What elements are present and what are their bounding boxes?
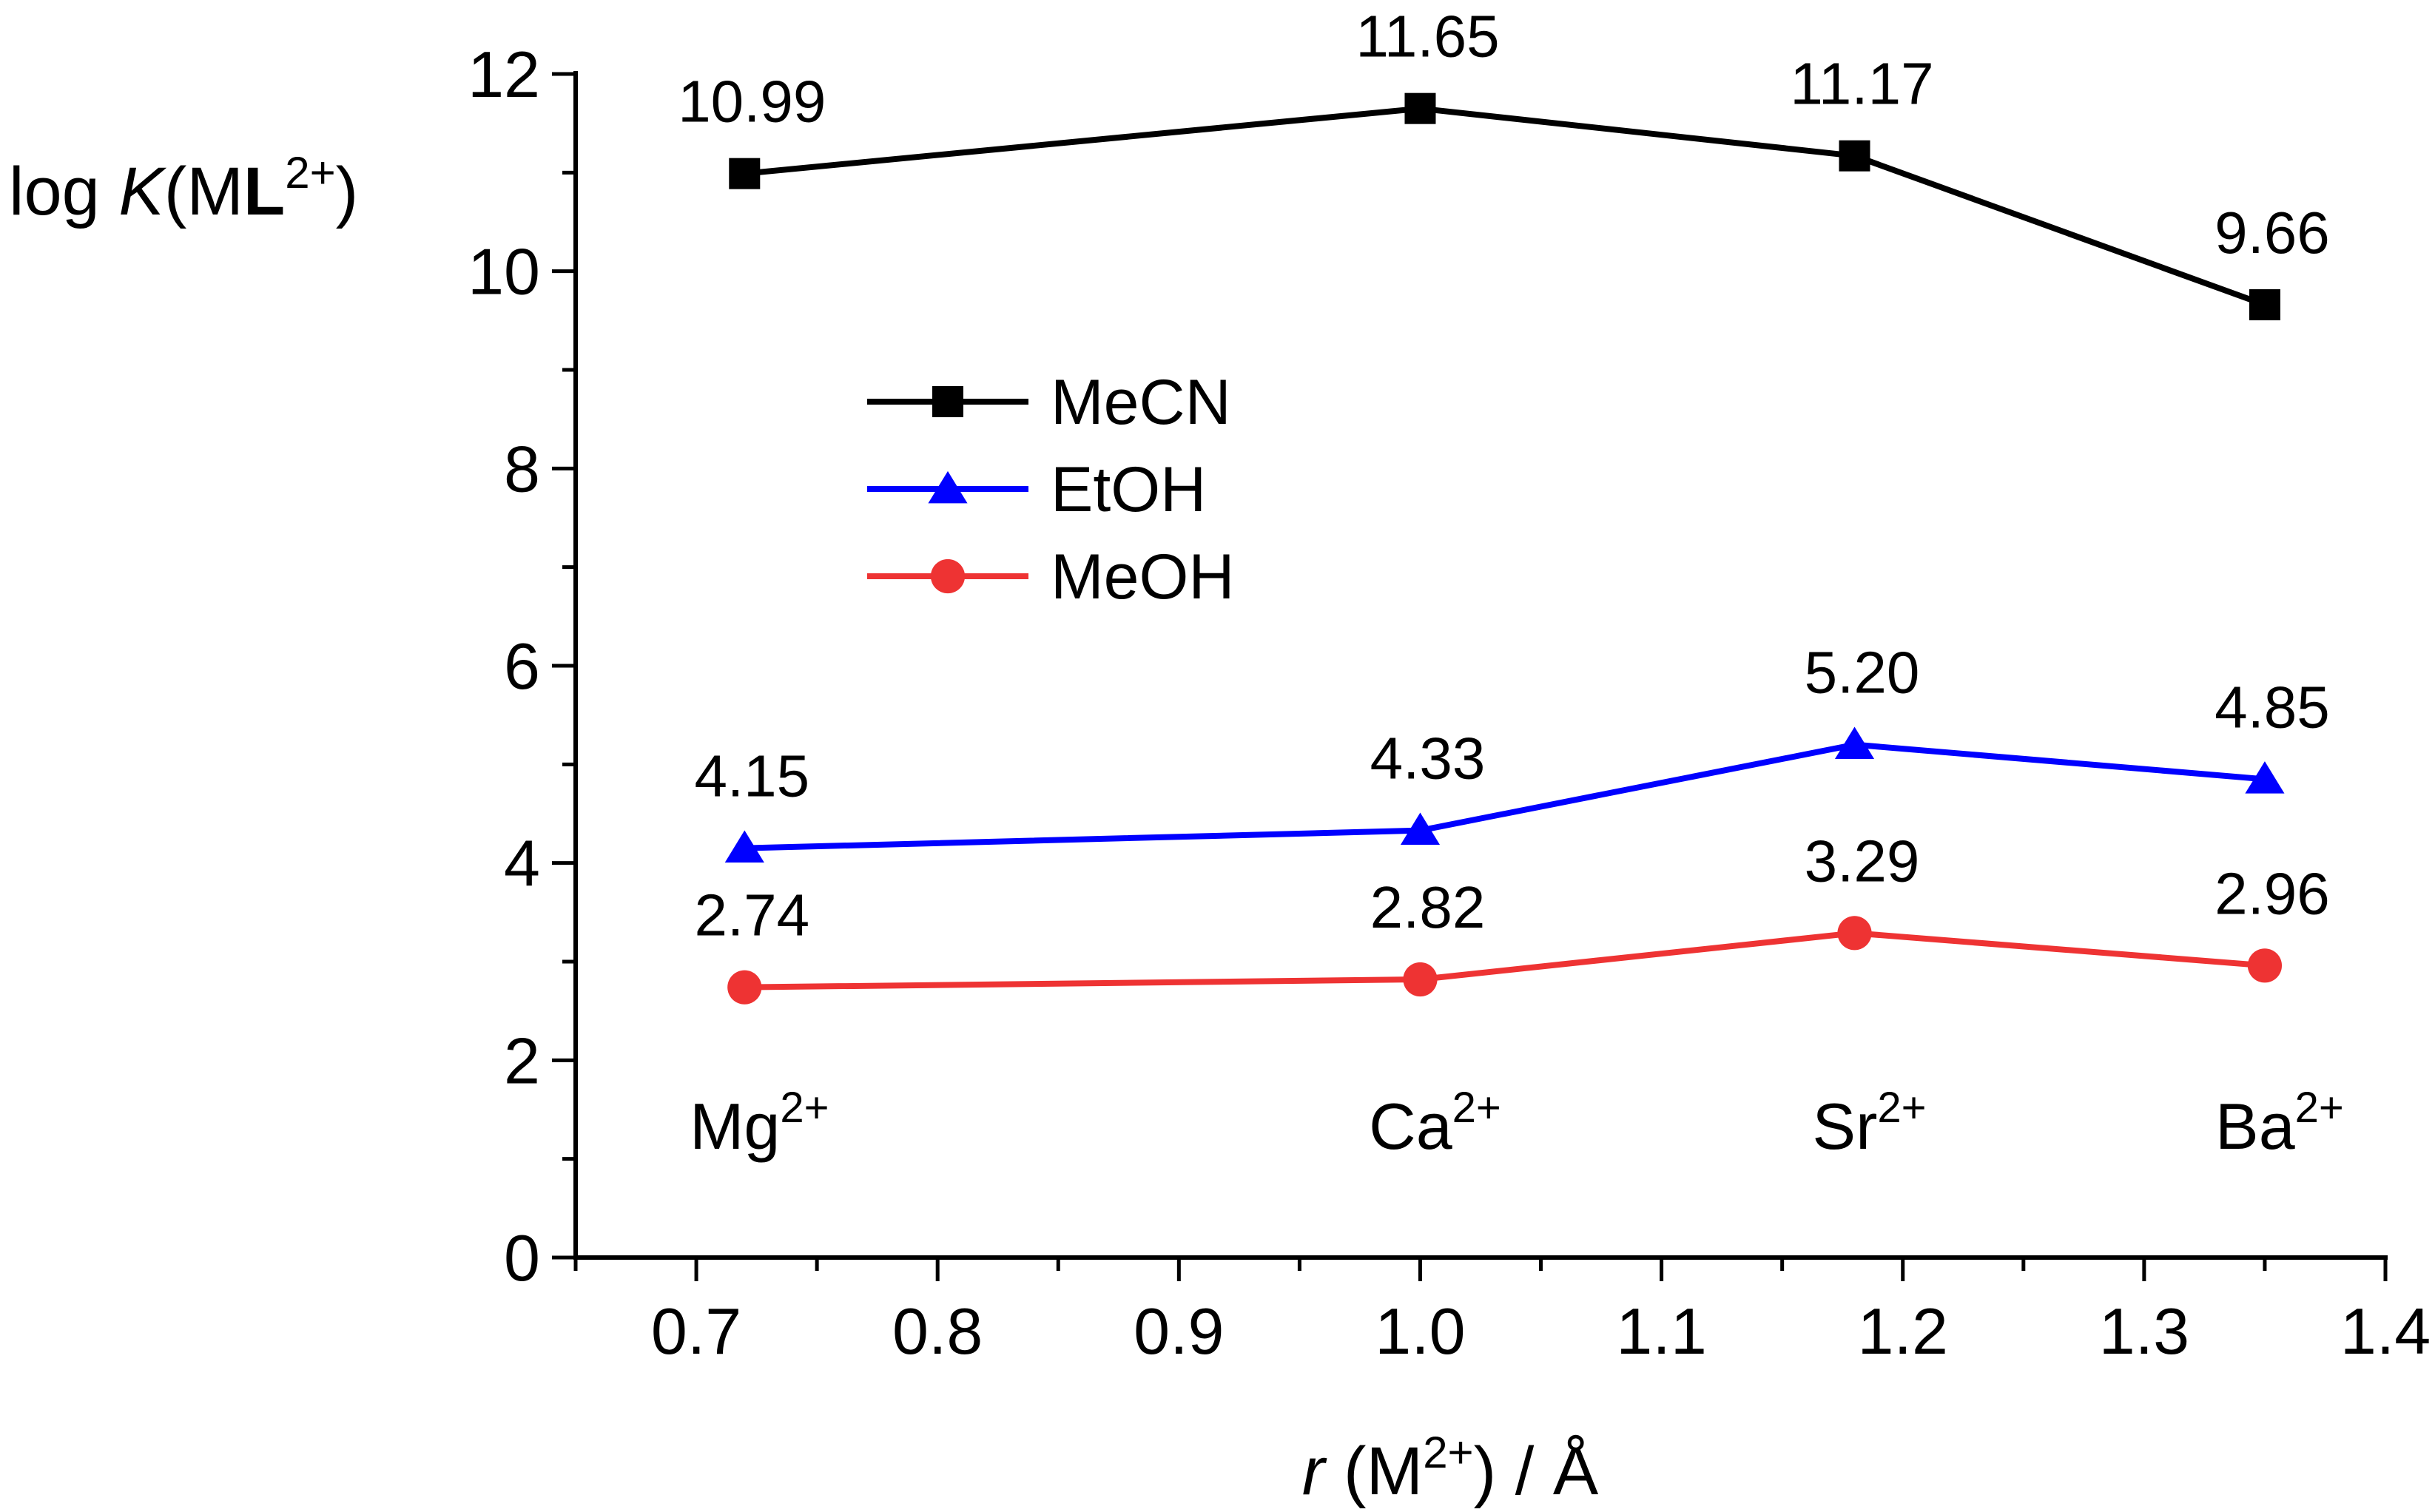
data-label-mecn: 11.65 [1355,4,1499,70]
value-labels: 10.99 11.65 11.17 9.66 4.15 4.33 5.20 4.85 2.74 2… [678,4,2330,948]
y-axis-label-close: ) [336,154,359,229]
data-label-mecn: 10.99 [678,69,826,135]
legend-item-etoh: EtOH [867,454,1206,525]
ion-label-ba: Ba2+ [2215,1084,2344,1163]
x-axis-label-close: ) / Å [1474,1434,1599,1509]
data-label-meoh: 2.96 [2215,860,2330,926]
y-axis-label: log K(ML2+) [9,148,358,229]
data-point-etoh [1400,812,1441,845]
legend-item-meoh: MeOH [867,541,1234,612]
legend-marker [928,470,968,504]
ion-label-mg: Mg2+ [690,1084,829,1163]
ion-symbol: Sr [1812,1090,1877,1163]
x-axis-label-variable: r [1302,1434,1327,1509]
legend-marker [932,386,963,417]
x-tick-label: 1.3 [2099,1295,2189,1368]
y-tick-label: 6 [504,630,540,703]
data-point-etoh [1834,726,1875,759]
ion-charge: 2+ [780,1084,829,1132]
plot-lines [744,105,2266,990]
x-tick-label: 0.8 [892,1295,983,1368]
data-point-meoh [1837,916,1872,951]
x-axis-label: r (M2+) / Å [1302,1428,1599,1509]
ion-annotations: Mg2+ Ca2+ Sr2+ Ba2+ [690,1084,2344,1163]
x-tick-label: 1.1 [1616,1295,1706,1368]
data-label-etoh: 4.85 [2215,674,2330,740]
series-line-etoh [744,741,2266,851]
data-point-etoh [724,830,764,863]
data-point-meoh [2247,948,2283,983]
legend-item-mecn: MeCN [867,367,1231,438]
series-line-mecn [744,105,2266,308]
data-label-etoh: 5.20 [1805,640,1920,706]
x-tick-label: 0.9 [1134,1295,1224,1368]
data-point-mecn [729,158,761,189]
data-point-meoh [1403,962,1438,997]
data-label-meoh: 2.74 [694,882,809,948]
ion-symbol: Ba [2215,1090,2295,1163]
data-point-mecn [1404,92,1436,124]
ion-symbol: Ca [1369,1090,1452,1163]
x-tick-label: 1.2 [1858,1295,1948,1368]
ion-symbol: Mg [690,1090,780,1163]
data-label-meoh: 3.29 [1805,828,1920,894]
ion-charge: 2+ [2295,1084,2344,1132]
data-point-mecn [2249,289,2280,320]
ion-label-sr: Sr2+ [1812,1084,1926,1163]
y-axis-label-charge: 2+ [285,148,335,198]
legend-label: MeOH [1051,541,1234,612]
ion-charge: 2+ [1452,1084,1501,1132]
ion-label-ca: Ca2+ [1369,1084,1501,1163]
data-point-etoh [2245,761,2285,794]
y-tick-label: 4 [504,827,540,900]
legend-label: MeCN [1051,367,1231,438]
data-point-mecn [1839,140,1870,172]
data-label-mecn: 11.17 [1790,51,1933,117]
y-axis-label-ligand: L [243,154,285,229]
data-point-meoh [727,970,762,1005]
y-tick-label: 2 [504,1024,540,1097]
y-tick-label: 12 [468,38,540,111]
x-tick-label: 1.0 [1375,1295,1465,1368]
data-label-mecn: 9.66 [2215,200,2330,266]
x-axis-label-open: (M [1324,1434,1423,1509]
y-axis-label-variable: K [118,154,166,229]
axes: 0 2 4 6 8 10 12 0.7 0.8 0.9 1.0 1.1 1.2 1.3 1.4 [468,38,2431,1368]
y-tick-label: 8 [504,432,540,505]
y-tick-label: 0 [504,1221,540,1295]
legend: MeCN EtOH MeOH [867,367,1234,612]
data-label-etoh: 4.15 [694,743,809,809]
legend-marker [930,558,966,594]
x-tick-label: 0.7 [651,1295,741,1368]
x-axis-label-charge: 2+ [1423,1428,1473,1477]
series-line-meoh [744,930,2266,990]
data-label-meoh: 2.82 [1370,874,1486,940]
y-axis-label-prefix: log [9,154,118,229]
legend-label: EtOH [1051,454,1206,525]
data-label-etoh: 4.33 [1370,726,1486,792]
y-axis-label-open: (M [164,154,243,229]
ion-charge: 2+ [1877,1084,1926,1132]
y-tick-label: 10 [468,235,540,308]
plot-markers [724,92,2285,1005]
x-tick-label: 1.4 [2340,1295,2431,1368]
